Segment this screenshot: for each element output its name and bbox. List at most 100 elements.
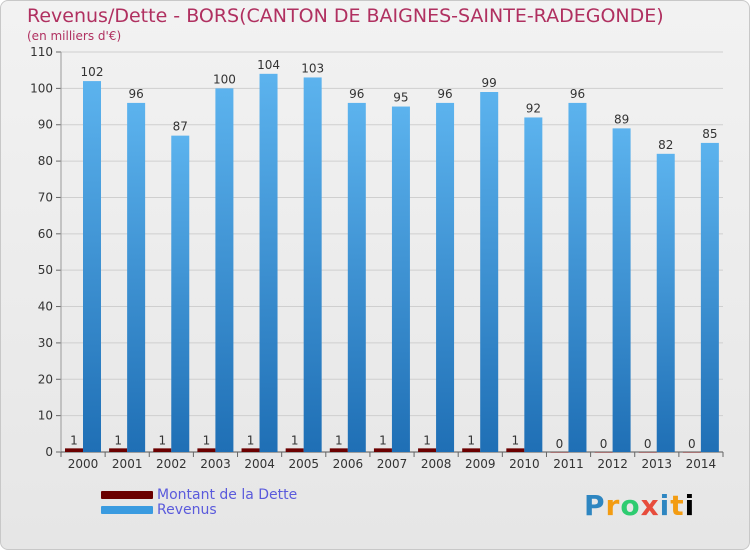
chart-title: Revenus/Dette - BORS(CANTON DE BAIGNES-S… bbox=[27, 5, 664, 27]
logo-letter: P bbox=[584, 489, 606, 522]
dette-bar bbox=[241, 448, 260, 452]
dette-value-label: 1 bbox=[423, 433, 431, 447]
bars-layer bbox=[65, 73, 719, 453]
x-tick-label: 2009 bbox=[465, 457, 496, 471]
x-tick-label: 2010 bbox=[509, 457, 540, 471]
dette-value-label: 1 bbox=[114, 433, 122, 447]
legend-item-revenus: Revenus bbox=[101, 501, 297, 518]
x-tick-label: 2000 bbox=[68, 457, 99, 471]
legend-swatch-dette bbox=[101, 490, 153, 499]
revenus-value-label: 100 bbox=[213, 72, 236, 86]
y-tick-label: 90 bbox=[38, 118, 53, 132]
y-tick-label: 60 bbox=[38, 227, 53, 241]
logo-letter: i bbox=[659, 489, 671, 522]
x-tick-label: 2013 bbox=[642, 457, 673, 471]
revenus-bar bbox=[347, 102, 366, 452]
y-tick-label: 20 bbox=[38, 372, 53, 386]
dette-value-label: 1 bbox=[203, 433, 211, 447]
dette-bar bbox=[373, 448, 392, 452]
dette-value-label: 0 bbox=[600, 437, 608, 451]
x-tick-label: 2011 bbox=[553, 457, 584, 471]
revenus-value-label: 99 bbox=[482, 76, 497, 90]
revenus-value-label: 103 bbox=[301, 61, 324, 75]
revenus-bar bbox=[436, 102, 455, 452]
revenus-bar bbox=[303, 77, 322, 453]
revenus-value-label: 96 bbox=[128, 87, 143, 101]
x-tick-label: 2014 bbox=[686, 457, 717, 471]
legend-label-dette: Montant de la Dette bbox=[157, 486, 298, 503]
y-tick-label: 30 bbox=[38, 336, 53, 350]
revenus-value-label: 96 bbox=[570, 87, 585, 101]
revenus-bar bbox=[700, 142, 719, 452]
revenus-value-label: 92 bbox=[526, 101, 541, 115]
y-tick-label: 10 bbox=[38, 409, 53, 423]
dette-value-label: 1 bbox=[158, 433, 166, 447]
labels-layer: 0102030405060708090100110110220001962001… bbox=[30, 45, 717, 471]
x-tick-label: 2003 bbox=[200, 457, 231, 471]
dette-value-label: 1 bbox=[379, 433, 387, 447]
y-tick-label: 100 bbox=[30, 81, 53, 95]
dette-bar bbox=[197, 448, 216, 452]
dette-value-label: 1 bbox=[247, 433, 255, 447]
dette-bar bbox=[594, 452, 613, 453]
dette-value-label: 0 bbox=[688, 437, 696, 451]
revenus-value-label: 82 bbox=[658, 138, 673, 152]
x-tick-label: 2005 bbox=[288, 457, 319, 471]
revenus-bar bbox=[391, 106, 410, 452]
revenus-bar bbox=[215, 88, 234, 452]
revenus-value-label: 102 bbox=[81, 65, 104, 79]
dette-bar bbox=[638, 452, 657, 453]
legend-item-dette: Montant de la Dette bbox=[101, 486, 298, 503]
y-tick-label: 80 bbox=[38, 154, 53, 168]
revenus-bar bbox=[524, 117, 543, 453]
y-tick-label: 110 bbox=[30, 45, 53, 59]
dette-value-label: 0 bbox=[556, 437, 564, 451]
revenus-value-label: 104 bbox=[257, 58, 280, 72]
chart-subtitle: (en milliers d'€) bbox=[27, 29, 122, 43]
logo-letter: o bbox=[620, 489, 641, 522]
logo-letter: i bbox=[684, 489, 696, 522]
y-tick-label: 70 bbox=[38, 190, 53, 204]
revenus-bar bbox=[259, 73, 278, 453]
proxiti-logo: Proxiti bbox=[584, 489, 695, 522]
logo-letter: t bbox=[670, 489, 685, 522]
legend: Montant de la Dette Revenus bbox=[101, 486, 298, 518]
dette-value-label: 1 bbox=[70, 433, 78, 447]
dette-bar bbox=[285, 448, 304, 452]
dette-value-label: 1 bbox=[335, 433, 343, 447]
dette-bar bbox=[329, 448, 348, 452]
revenus-value-label: 96 bbox=[437, 87, 452, 101]
dette-bar bbox=[682, 452, 701, 453]
legend-label-revenus: Revenus bbox=[157, 501, 217, 518]
y-tick-label: 40 bbox=[38, 300, 53, 314]
x-tick-label: 2007 bbox=[377, 457, 408, 471]
dette-bar bbox=[109, 448, 128, 452]
x-tick-label: 2006 bbox=[333, 457, 364, 471]
x-tick-label: 2008 bbox=[421, 457, 452, 471]
dette-value-label: 1 bbox=[512, 433, 520, 447]
revenus-bar bbox=[127, 102, 146, 452]
logo-letter: x bbox=[640, 489, 660, 522]
y-tick-label: 50 bbox=[38, 263, 53, 277]
revenus-bar bbox=[171, 135, 190, 453]
x-tick-label: 2004 bbox=[244, 457, 275, 471]
logo-letter: r bbox=[605, 489, 621, 522]
revenus-value-label: 87 bbox=[173, 120, 188, 134]
dette-bar bbox=[65, 448, 83, 452]
revenus-bar bbox=[480, 92, 499, 452]
revenus-value-label: 95 bbox=[393, 91, 408, 105]
x-tick-label: 2002 bbox=[156, 457, 187, 471]
dette-bar bbox=[550, 452, 569, 453]
revenus-value-label: 96 bbox=[349, 87, 364, 101]
revenus-bar bbox=[83, 81, 101, 452]
x-tick-label: 2012 bbox=[597, 457, 628, 471]
dette-value-label: 1 bbox=[291, 433, 299, 447]
revenus-value-label: 85 bbox=[702, 127, 717, 141]
legend-swatch-revenus bbox=[101, 505, 153, 514]
dette-value-label: 1 bbox=[467, 433, 475, 447]
revenus-value-label: 89 bbox=[614, 112, 629, 126]
y-tick-label: 0 bbox=[45, 445, 53, 459]
dette-bar bbox=[418, 448, 437, 452]
